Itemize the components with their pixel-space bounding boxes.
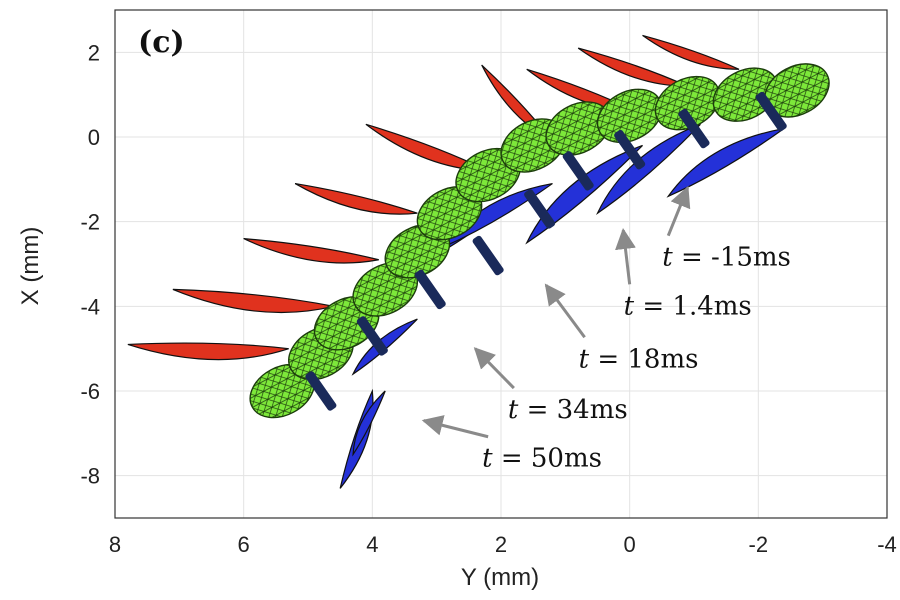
body-sphere (764, 63, 830, 118)
annotation-arrow (666, 185, 691, 237)
annotation-time-value: = -15ms (673, 243, 791, 273)
annotation-arrow (544, 283, 586, 339)
x-tick-label: 4 (366, 532, 378, 557)
y-tick-label: 0 (88, 125, 100, 150)
lower-wing (596, 123, 701, 215)
body-band (614, 129, 646, 170)
annotation-time-symbol: t (624, 291, 635, 321)
x-tick-label: 2 (495, 532, 507, 557)
y-tick-label: -4 (80, 294, 100, 319)
annotation-time-symbol: t (662, 243, 673, 273)
upper-wing (243, 238, 379, 264)
annotation-label: t = 50ms (482, 444, 602, 474)
upper-wing (642, 34, 740, 70)
body-band (472, 235, 504, 276)
annotation-time-symbol: t (482, 444, 493, 474)
y-tick-label: 2 (88, 40, 100, 65)
body-band (524, 189, 556, 229)
annotation-time-value: = 18ms (589, 344, 698, 374)
lower-wing (352, 390, 386, 457)
lower-wing (525, 144, 643, 245)
x-tick-label: 6 (238, 532, 250, 557)
x-tick-labels: 8 6 4 2 0 -2 -4 (109, 532, 897, 557)
annotation-label: t = 34ms (508, 395, 628, 425)
y-tick-label: -6 (80, 379, 100, 404)
y-tick-label: -2 (80, 210, 100, 235)
y-tick-label: -8 (80, 464, 100, 489)
upper-wing (127, 342, 289, 361)
upper-wings (127, 34, 740, 361)
upper-wing (172, 288, 334, 314)
body-sphere (654, 75, 721, 131)
annotation-label: t = 1.4ms (624, 291, 752, 321)
y-axis-label: X (mm) (17, 227, 44, 306)
annotation-time-value: = 34ms (518, 395, 627, 425)
annotation-label: t = 18ms (579, 344, 699, 374)
annotation-time-symbol: t (579, 344, 590, 374)
x-tick-label: -2 (749, 532, 769, 557)
upper-wing (577, 47, 688, 87)
x-tick-label: 0 (624, 532, 636, 557)
plot-frame (114, 9, 888, 519)
annotation-label: t = -15ms (662, 243, 791, 273)
annotation-arrow (473, 347, 515, 390)
x-axis-label: Y (mm) (461, 564, 539, 591)
annotation-time-value: = 50ms (493, 444, 602, 474)
x-tick-label: -4 (877, 532, 897, 557)
panel-label: (c) (138, 25, 185, 60)
body-band (755, 91, 787, 132)
upper-wing (294, 182, 418, 215)
body-band (356, 316, 388, 356)
annotation-arrow (615, 228, 636, 285)
body-band (678, 108, 710, 149)
lower-wing (666, 127, 785, 198)
y-tick-labels: 2 0 -2 -4 -6 -8 (80, 40, 100, 488)
annotation-time-symbol: t (508, 395, 519, 425)
body-bands (305, 91, 787, 411)
x-tick-label: 8 (109, 532, 121, 557)
annotation-time-value: = 1.4ms (634, 291, 752, 321)
body-band (414, 269, 446, 310)
body-trajectory (249, 63, 830, 419)
body-band (305, 371, 337, 411)
annotation-arrow (421, 415, 489, 439)
body-band (562, 151, 594, 191)
